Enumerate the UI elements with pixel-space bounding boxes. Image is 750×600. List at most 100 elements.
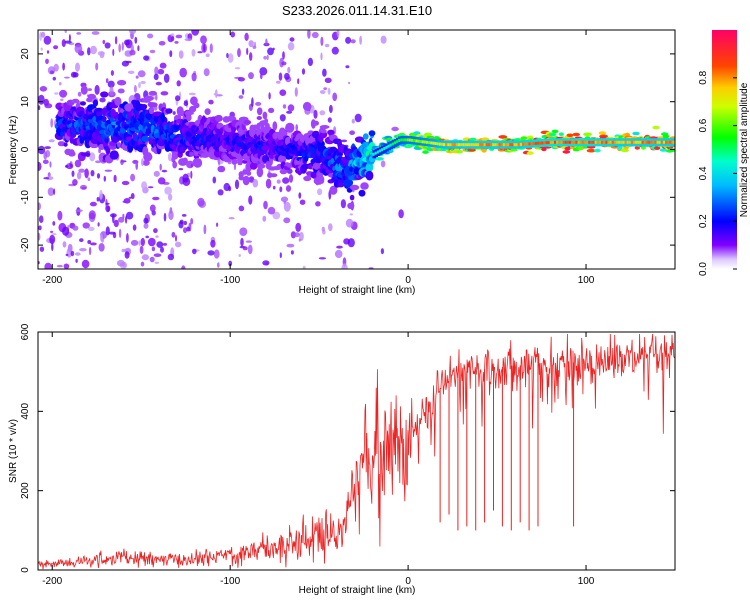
- spectrogram-noise-blob: [323, 87, 328, 90]
- spectrogram-noise-blob: [205, 53, 210, 57]
- spectrogram-noise-blob: [246, 47, 249, 56]
- spectrogram-noise-blob: [147, 33, 154, 39]
- spectrogram-noise-blob: [57, 210, 63, 221]
- spectrogram-noise-blob: [354, 113, 362, 123]
- spectrogram-noise-blob: [307, 57, 313, 67]
- spectrogram-track-core: [656, 140, 660, 144]
- spectrogram-blob: [624, 132, 631, 137]
- spectrogram-noise-blob: [94, 84, 100, 95]
- spectrogram-noise-blob: [39, 246, 45, 252]
- spectrogram-noise-blob: [160, 246, 164, 253]
- spectrogram-noise-blob: [38, 232, 41, 241]
- spectrogram-track-core: [494, 143, 498, 147]
- spectrogram-noise-blob: [163, 212, 167, 222]
- spectrogram-noise-blob: [53, 45, 59, 50]
- spectrogram-blob: [119, 126, 126, 134]
- spectrogram-blob: [143, 152, 153, 162]
- spectrogram-noise-blob: [272, 185, 276, 190]
- spectrogram-noise-blob: [51, 242, 54, 252]
- spectrogram-track-core: [498, 143, 502, 147]
- spectrogram-track-core: [507, 143, 511, 147]
- spectrogram-track-core: [543, 141, 547, 145]
- spectrogram-track-core: [502, 143, 507, 147]
- spectrogram-blob: [100, 91, 109, 98]
- spectrogram-noise-blob: [114, 36, 118, 45]
- spectrogram-noise-blob: [319, 110, 326, 116]
- spectrogram-noise-blob: [87, 240, 92, 244]
- spectrogram-track-core: [487, 143, 492, 147]
- snr-x-label: Height of straight line (km): [299, 585, 416, 596]
- spectrogram-blob: [652, 125, 660, 130]
- spectrogram-y-ticks: -20 -10 0 10 20: [20, 48, 675, 252]
- figure-title: S233.2026.011.14.31.E10: [282, 3, 432, 18]
- spectrogram-blob: [109, 150, 119, 160]
- y-tick-label: 0: [20, 567, 31, 573]
- spectrogram-track-core: [652, 140, 656, 144]
- spectrogram-noise-blob: [130, 193, 135, 200]
- spectrogram-noise-blob: [267, 206, 276, 215]
- snr-x-ticks: -200 -100 0 100: [42, 332, 595, 587]
- spectrogram-noise-blob: [279, 186, 283, 193]
- spectrogram-track-core: [449, 143, 453, 147]
- spectrogram-blob: [160, 112, 166, 123]
- spectrogram-blob: [141, 135, 150, 142]
- spectrogram-noise-blob: [141, 158, 144, 167]
- spectrogram-noise-blob: [295, 124, 299, 132]
- spectrogram-noise-blob: [82, 222, 90, 229]
- spectrogram-noise-blob: [79, 238, 84, 243]
- spectrogram-track-core: [669, 140, 673, 144]
- spectrogram-track-core: [515, 143, 520, 147]
- spectrogram-noise-blob: [90, 170, 95, 177]
- spectrogram-noise-blob: [217, 189, 224, 196]
- spectrogram-blob: [265, 178, 272, 189]
- spectrogram-noise-blob: [38, 105, 41, 110]
- spectrogram-track-core: [374, 151, 379, 155]
- spectrogram-blob: [262, 111, 268, 120]
- spectrogram-noise-blob: [153, 170, 160, 177]
- spectrogram-noise-blob: [43, 177, 50, 180]
- spectrogram-track-core: [596, 140, 601, 144]
- spectrogram-blob: [89, 142, 99, 149]
- spectrogram-noise-blob: [340, 139, 348, 143]
- spectrogram-track-core: [481, 143, 485, 147]
- spectrogram-noise-blob: [89, 201, 97, 207]
- spectrogram-noise-blob: [75, 62, 80, 72]
- spectrogram-noise-blob: [62, 241, 67, 248]
- spectrogram-noise-blob: [117, 88, 125, 94]
- spectrogram-noise-blob: [234, 67, 241, 70]
- spectrogram-noise-blob: [78, 168, 85, 173]
- spectrogram-track-core: [536, 141, 541, 145]
- spectrogram-blob: [360, 182, 369, 190]
- spectrogram-track-core: [472, 143, 477, 147]
- spectrogram-blob: [572, 132, 580, 137]
- spectrogram-noise-blob: [147, 186, 154, 189]
- spectrogram-noise-blob: [153, 73, 159, 81]
- spectrogram-noise-blob: [38, 161, 42, 171]
- spectrogram-track-core: [609, 140, 613, 144]
- spectrogram-noise-blob: [152, 196, 160, 201]
- spectrogram-noise-blob: [190, 170, 193, 179]
- spectrogram-blob: [303, 156, 309, 162]
- spectrogram-track-core: [624, 140, 628, 144]
- spectrogram-track-core: [402, 138, 406, 142]
- spectrogram-noise-blob: [200, 35, 207, 44]
- spectrogram-noise-blob: [349, 213, 353, 216]
- spectrogram-noise-blob: [52, 221, 56, 226]
- spectrogram-blob: [358, 189, 366, 197]
- spectrogram-noise-blob: [118, 43, 121, 53]
- spectrogram-track-core: [549, 140, 554, 144]
- spectrogram-noise-blob: [88, 226, 95, 232]
- spectrogram-noise-blob: [59, 82, 62, 86]
- spectrogram-noise-blob: [116, 259, 125, 267]
- spectrogram-noise-blob: [64, 76, 70, 79]
- spectrogram-noise-blob: [254, 41, 256, 47]
- spectrogram-blob: [620, 148, 629, 153]
- spectrogram-blob: [422, 150, 429, 154]
- spectrogram-track-core: [460, 143, 464, 147]
- spectrogram-track-core: [560, 140, 564, 144]
- spectrogram-noise-blob: [49, 70, 55, 75]
- spectrogram-noise-blob: [263, 55, 267, 60]
- spectrogram-noise-blob: [249, 52, 253, 61]
- spectrogram-noise-blob: [110, 92, 115, 96]
- spectrogram-noise-blob: [262, 215, 267, 222]
